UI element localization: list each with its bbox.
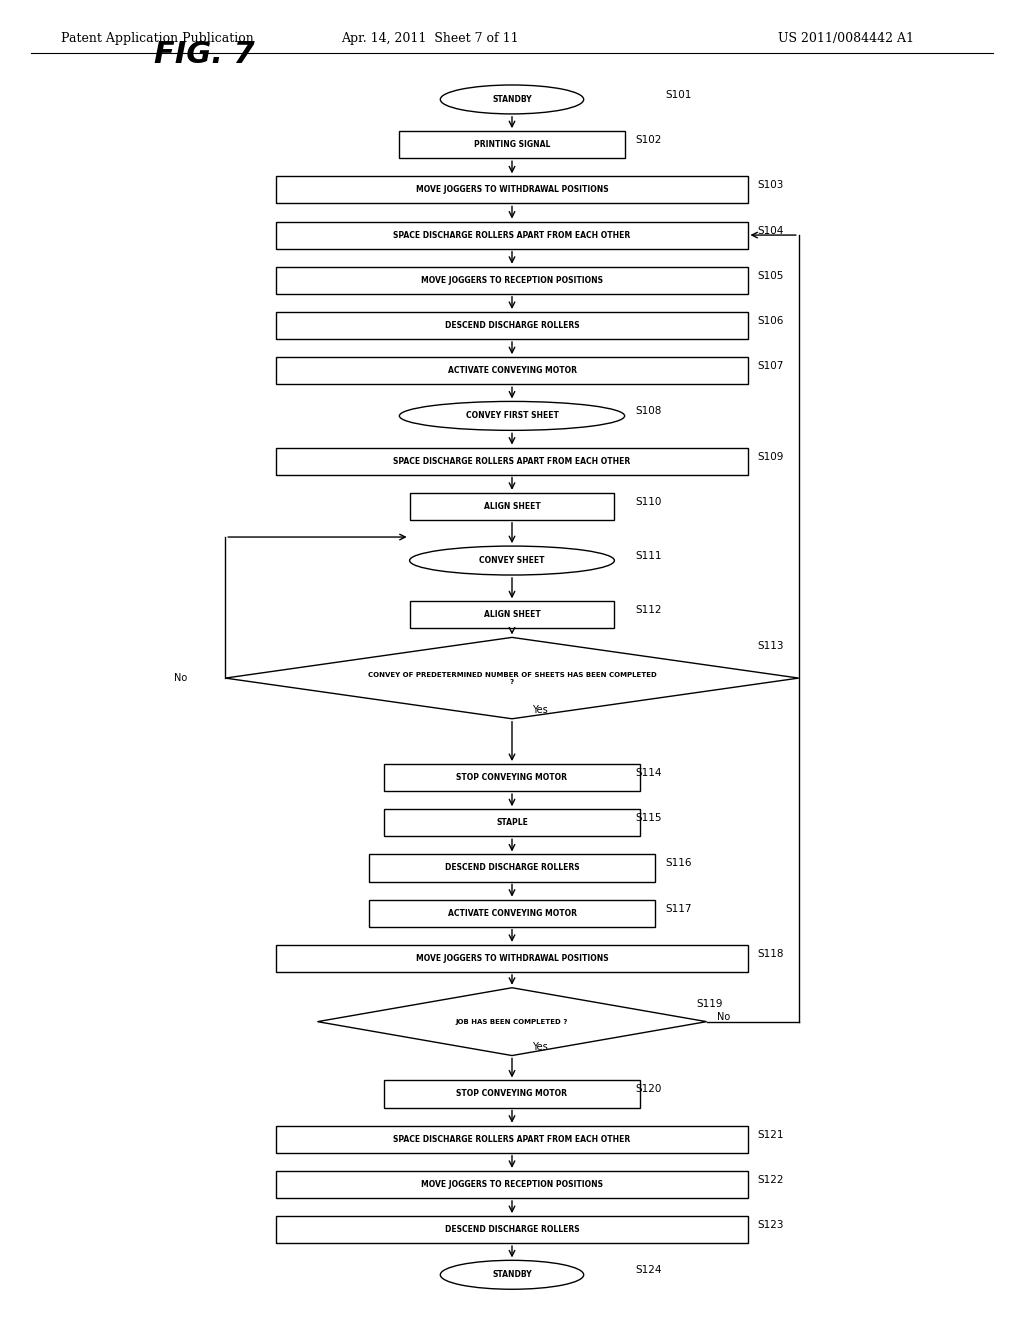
Text: S114: S114 — [635, 768, 662, 777]
Text: S102: S102 — [635, 135, 662, 145]
FancyBboxPatch shape — [369, 900, 655, 927]
Text: S124: S124 — [635, 1266, 662, 1275]
FancyBboxPatch shape — [276, 1126, 748, 1152]
FancyBboxPatch shape — [276, 177, 748, 203]
Text: S117: S117 — [666, 904, 692, 913]
Text: S101: S101 — [666, 90, 692, 100]
Text: MOVE JOGGERS TO WITHDRAWAL POSITIONS: MOVE JOGGERS TO WITHDRAWAL POSITIONS — [416, 954, 608, 962]
FancyBboxPatch shape — [384, 809, 640, 837]
Text: MOVE JOGGERS TO RECEPTION POSITIONS: MOVE JOGGERS TO RECEPTION POSITIONS — [421, 1180, 603, 1189]
Text: ALIGN SHEET: ALIGN SHEET — [483, 610, 541, 619]
Text: DESCEND DISCHARGE ROLLERS: DESCEND DISCHARGE ROLLERS — [444, 321, 580, 330]
Text: PRINTING SIGNAL: PRINTING SIGNAL — [474, 140, 550, 149]
Ellipse shape — [399, 401, 625, 430]
Text: S110: S110 — [635, 496, 662, 507]
FancyBboxPatch shape — [369, 854, 655, 882]
Text: MOVE JOGGERS TO RECEPTION POSITIONS: MOVE JOGGERS TO RECEPTION POSITIONS — [421, 276, 603, 285]
FancyBboxPatch shape — [410, 601, 614, 628]
Text: S118: S118 — [758, 949, 784, 958]
FancyBboxPatch shape — [276, 945, 748, 972]
Text: STOP CONVEYING MOTOR: STOP CONVEYING MOTOR — [457, 774, 567, 781]
Text: CONVEY OF PREDETERMINED NUMBER OF SHEETS HAS BEEN COMPLETED
?: CONVEY OF PREDETERMINED NUMBER OF SHEETS… — [368, 672, 656, 685]
Text: DESCEND DISCHARGE ROLLERS: DESCEND DISCHARGE ROLLERS — [444, 1225, 580, 1234]
Text: SPACE DISCHARGE ROLLERS APART FROM EACH OTHER: SPACE DISCHARGE ROLLERS APART FROM EACH … — [393, 231, 631, 239]
FancyBboxPatch shape — [399, 131, 625, 158]
FancyBboxPatch shape — [276, 447, 748, 475]
Text: S103: S103 — [758, 181, 784, 190]
Text: SPACE DISCHARGE ROLLERS APART FROM EACH OTHER: SPACE DISCHARGE ROLLERS APART FROM EACH … — [393, 457, 631, 466]
Text: Apr. 14, 2011  Sheet 7 of 11: Apr. 14, 2011 Sheet 7 of 11 — [341, 32, 519, 45]
Text: Patent Application Publication: Patent Application Publication — [61, 32, 254, 45]
Text: S109: S109 — [758, 451, 784, 462]
Ellipse shape — [440, 1261, 584, 1290]
Text: Yes: Yes — [532, 705, 548, 714]
Text: S121: S121 — [758, 1130, 784, 1139]
Text: S123: S123 — [758, 1220, 784, 1230]
Text: JOB HAS BEEN COMPLETED ?: JOB HAS BEEN COMPLETED ? — [456, 1019, 568, 1024]
Text: S120: S120 — [635, 1085, 662, 1094]
Text: STANDBY: STANDBY — [493, 95, 531, 104]
Text: ACTIVATE CONVEYING MOTOR: ACTIVATE CONVEYING MOTOR — [447, 908, 577, 917]
Text: US 2011/0084442 A1: US 2011/0084442 A1 — [778, 32, 914, 45]
Text: S113: S113 — [758, 642, 784, 652]
Text: No: No — [717, 1012, 730, 1022]
Ellipse shape — [410, 546, 614, 576]
Text: Yes: Yes — [532, 1041, 548, 1052]
Text: S108: S108 — [635, 407, 662, 416]
Text: CONVEY SHEET: CONVEY SHEET — [479, 556, 545, 565]
Text: S107: S107 — [758, 362, 784, 371]
Text: STANDBY: STANDBY — [493, 1270, 531, 1279]
Text: SPACE DISCHARGE ROLLERS APART FROM EACH OTHER: SPACE DISCHARGE ROLLERS APART FROM EACH … — [393, 1135, 631, 1143]
Text: S106: S106 — [758, 315, 784, 326]
Polygon shape — [225, 638, 799, 719]
Text: S122: S122 — [758, 1175, 784, 1185]
FancyBboxPatch shape — [384, 1080, 640, 1107]
Text: ALIGN SHEET: ALIGN SHEET — [483, 502, 541, 511]
Text: ACTIVATE CONVEYING MOTOR: ACTIVATE CONVEYING MOTOR — [447, 366, 577, 375]
FancyBboxPatch shape — [276, 358, 748, 384]
FancyBboxPatch shape — [410, 492, 614, 520]
Text: MOVE JOGGERS TO WITHDRAWAL POSITIONS: MOVE JOGGERS TO WITHDRAWAL POSITIONS — [416, 185, 608, 194]
Text: S116: S116 — [666, 858, 692, 869]
Text: FIG. 7: FIG. 7 — [154, 40, 254, 69]
FancyBboxPatch shape — [276, 1216, 748, 1243]
Text: STOP CONVEYING MOTOR: STOP CONVEYING MOTOR — [457, 1089, 567, 1098]
FancyBboxPatch shape — [384, 764, 640, 791]
FancyBboxPatch shape — [276, 267, 748, 294]
Text: DESCEND DISCHARGE ROLLERS: DESCEND DISCHARGE ROLLERS — [444, 863, 580, 873]
Ellipse shape — [440, 84, 584, 114]
Text: S104: S104 — [758, 226, 784, 235]
Text: S111: S111 — [635, 550, 662, 561]
FancyBboxPatch shape — [276, 222, 748, 248]
FancyBboxPatch shape — [276, 1171, 748, 1199]
Text: No: No — [174, 673, 187, 682]
FancyBboxPatch shape — [276, 312, 748, 339]
Text: S112: S112 — [635, 606, 662, 615]
Text: S105: S105 — [758, 271, 784, 281]
Text: CONVEY FIRST SHEET: CONVEY FIRST SHEET — [466, 412, 558, 420]
Text: S119: S119 — [696, 998, 723, 1008]
Text: S115: S115 — [635, 813, 662, 824]
Text: STAPLE: STAPLE — [496, 818, 528, 828]
Polygon shape — [317, 987, 707, 1056]
